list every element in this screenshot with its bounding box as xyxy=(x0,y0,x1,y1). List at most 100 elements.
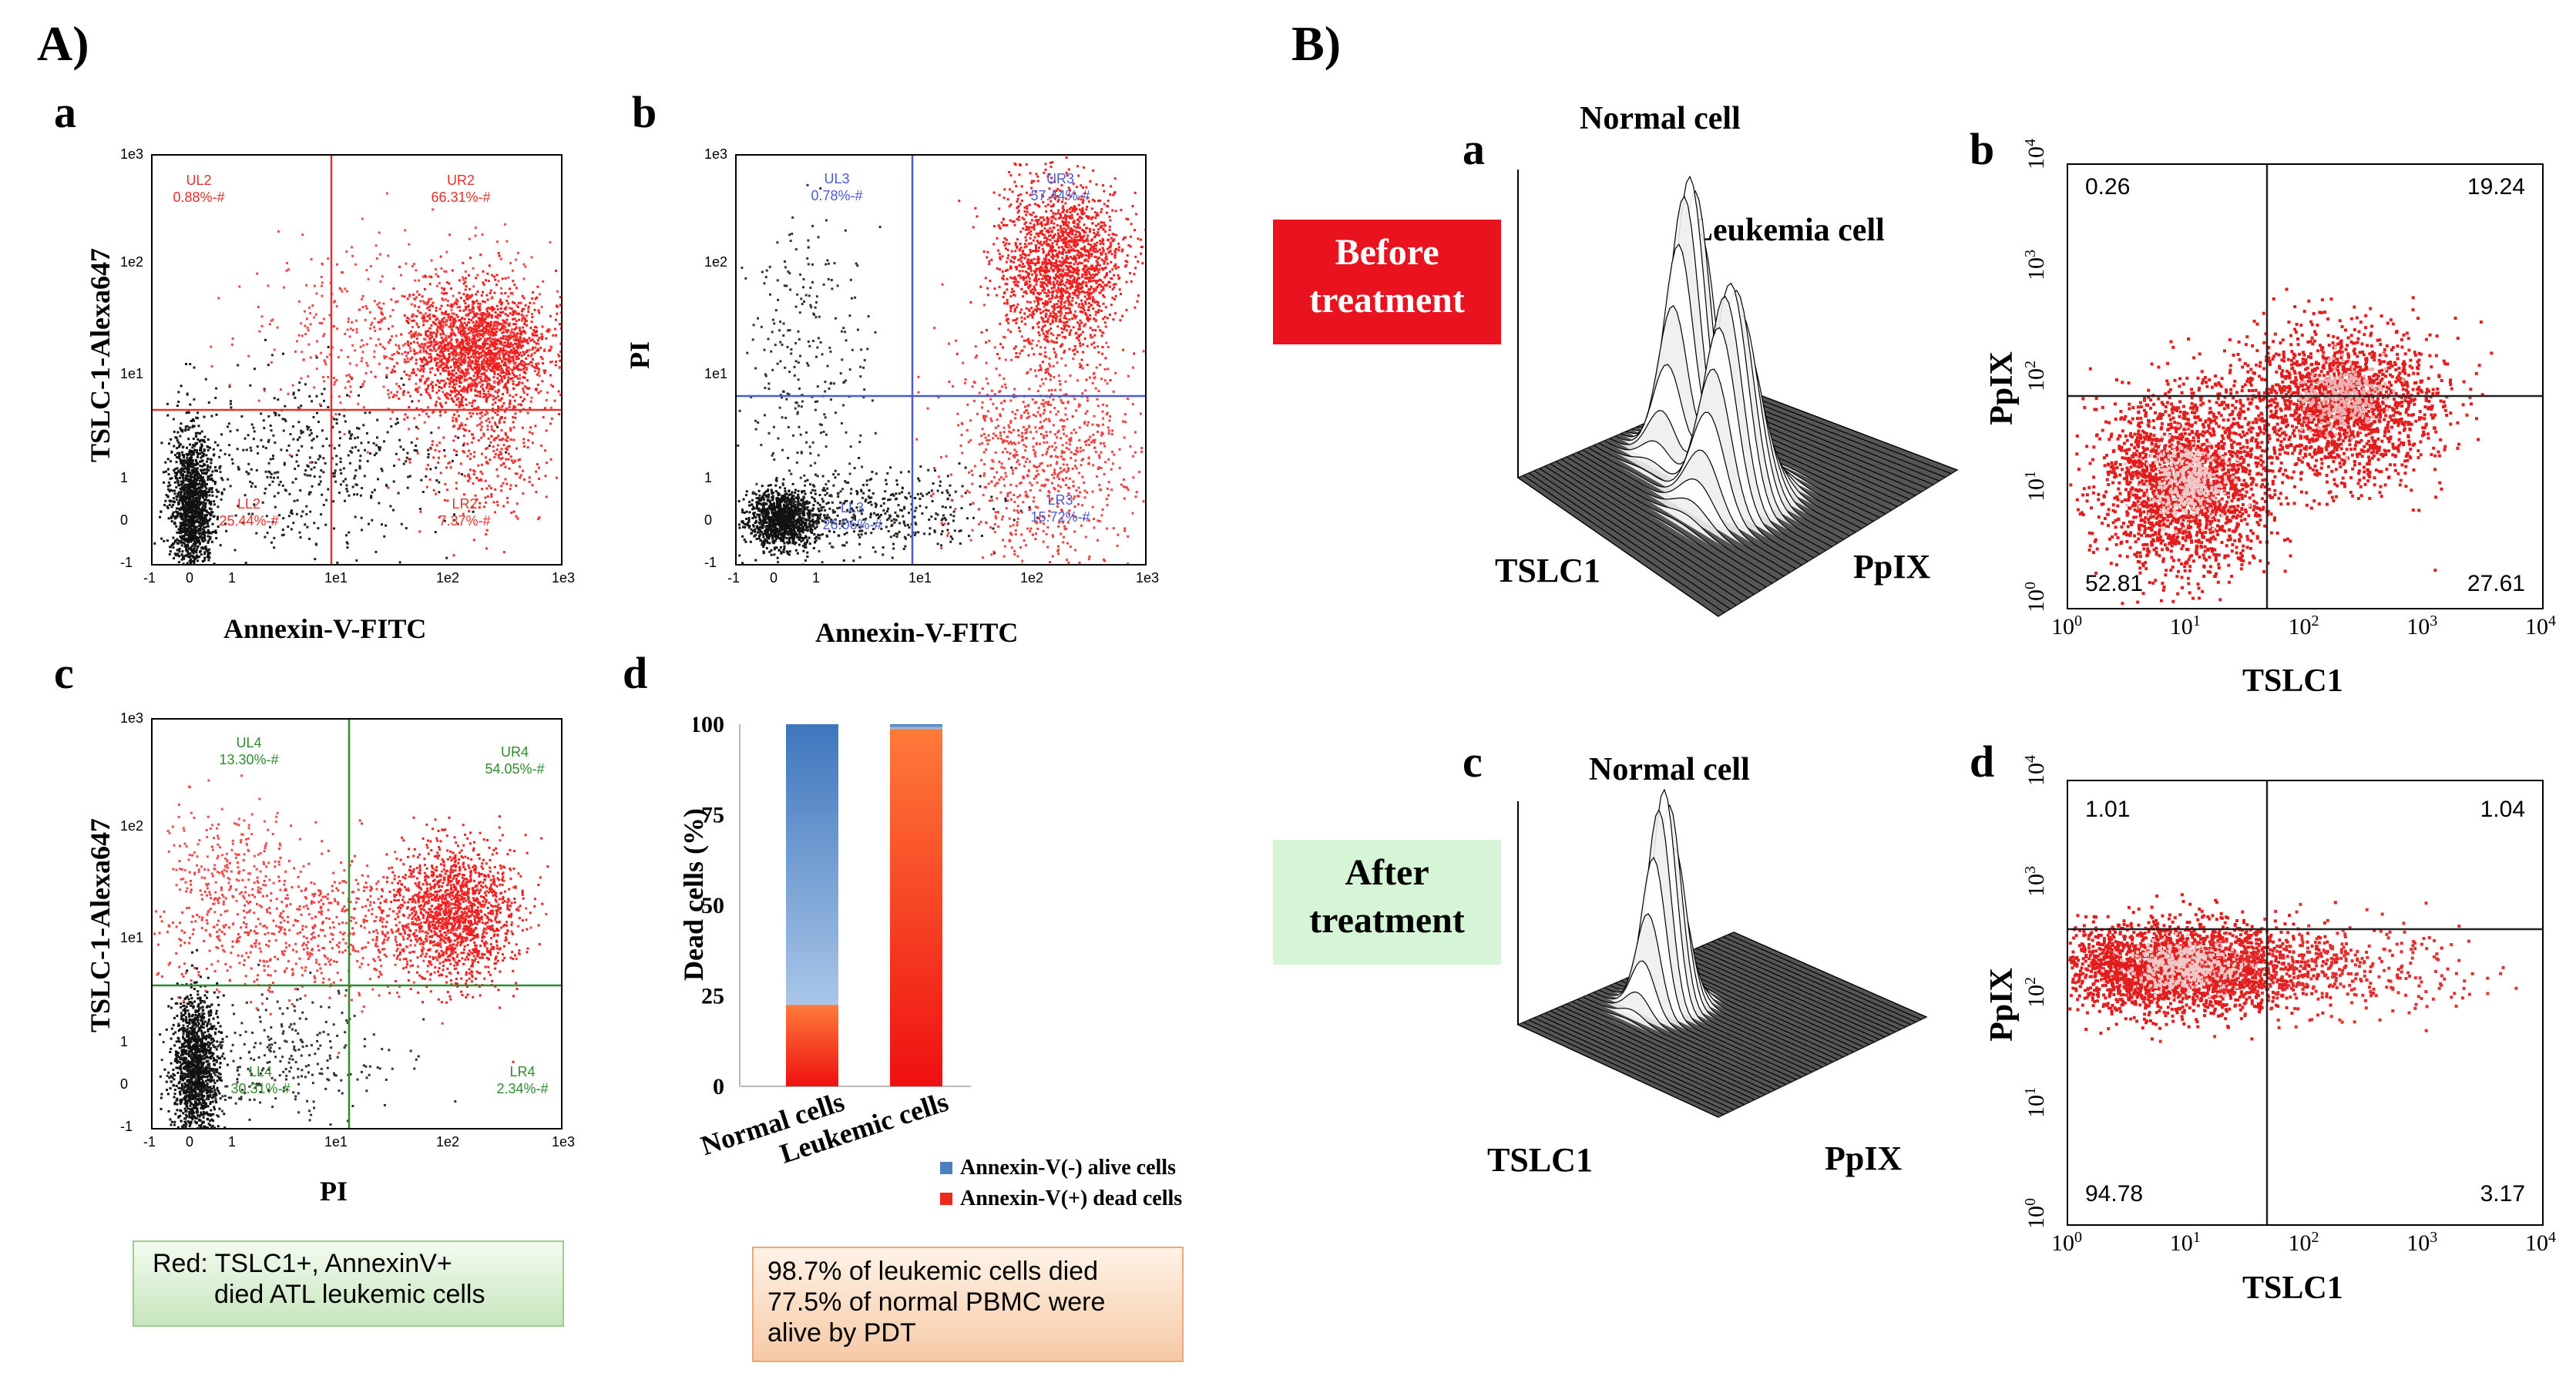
before-line2: treatment xyxy=(1273,277,1501,324)
log-ytick-label: 103 xyxy=(2022,250,2050,280)
log-xtick-label: 102 xyxy=(2289,613,2319,640)
note-orange-line2: 77.5% of normal PBMC were xyxy=(767,1287,1168,1317)
panel-bd-scatter xyxy=(2068,781,2542,1224)
before-line1: Before xyxy=(1273,229,1501,277)
ytick-label: 1e3 xyxy=(120,710,143,727)
xtick-label: 1e3 xyxy=(552,1134,575,1150)
note-green: Red: TSLC1+, AnnexinV+ died ATL leukemic… xyxy=(133,1240,564,1327)
svg-text:25.44%-#: 25.44%-# xyxy=(219,513,278,529)
ytick-label: 0 xyxy=(120,512,128,529)
log-xtick-label: 104 xyxy=(2525,1229,2556,1257)
log-ytick-label: 102 xyxy=(2022,977,2050,1008)
panel-b-letter: b xyxy=(632,86,657,138)
panel-bb-scatter xyxy=(2068,165,2542,608)
after-line1: After xyxy=(1273,849,1501,897)
panel-bc-3d-histogram xyxy=(1516,788,1928,1118)
bar-ytick-label: 75 xyxy=(701,803,724,828)
panel-ba-peak2: Leukemia cell xyxy=(1691,212,1885,249)
svg-text:LL2: LL2 xyxy=(237,496,260,512)
svg-text:UR2: UR2 xyxy=(447,173,475,188)
xtick-label: 1 xyxy=(228,570,236,586)
panel-bd-xlabel: TSLC1 xyxy=(2242,1270,2343,1307)
panel-bd-ur: 1.04 xyxy=(2480,797,2525,823)
flow-plot-c: UL4 13.30%-# UR4 54.05%-# LL4 30.31%-# LR4 2.34… xyxy=(151,718,563,1130)
after-line2: treatment xyxy=(1273,897,1501,945)
panel-d-letter: d xyxy=(623,647,647,699)
xtick-label: 1e3 xyxy=(552,570,575,586)
panel-bb-ul: 0.26 xyxy=(2085,174,2130,200)
panel-bd-plot: 1.01 1.04 94.78 3.17 xyxy=(2067,780,2544,1226)
ytick-label: 1e3 xyxy=(120,146,143,163)
flow-plot-c-ylabel: TSLC-1-Alexa647 xyxy=(84,771,116,1079)
bar-ytick-label: 100 xyxy=(694,712,724,737)
xtick-label: 1e1 xyxy=(324,1134,348,1150)
panel-bb-ll: 52.81 xyxy=(2085,571,2143,597)
panel-bb-ur: 19.24 xyxy=(2467,174,2525,200)
bar-alive xyxy=(786,724,838,1005)
bar-alive xyxy=(890,724,942,730)
flow-plot-a-xlabel: Annexin-V-FITC xyxy=(223,613,426,645)
xtick-label: 1e1 xyxy=(908,570,932,586)
xtick-label: -1 xyxy=(143,570,156,586)
ytick-label: 0 xyxy=(704,512,712,529)
ytick-label: -1 xyxy=(120,1119,133,1135)
xtick-label: 1e2 xyxy=(436,570,459,586)
svg-text:0.88%-#: 0.88%-# xyxy=(173,190,224,205)
xtick-label: 0 xyxy=(186,1134,193,1150)
xtick-label: 1 xyxy=(228,1134,236,1150)
panel-bd-letter: d xyxy=(1970,736,1994,787)
log-ytick-label: 104 xyxy=(2022,139,2050,170)
section-b-label: B) xyxy=(1291,15,1341,72)
xtick-label: 1e2 xyxy=(1020,570,1043,586)
svg-text:66.31%-#: 66.31%-# xyxy=(431,190,490,205)
panel-a-letter: a xyxy=(54,86,76,138)
log-xtick-label: 101 xyxy=(2170,1229,2201,1257)
xtick-label: 1 xyxy=(812,570,820,586)
panel-bc-peak1: Normal cell xyxy=(1589,751,1750,788)
flow-plot-c-xlabel: PI xyxy=(320,1175,348,1207)
legend-swatch-alive xyxy=(940,1162,952,1174)
before-treatment-badge: Before treatment xyxy=(1273,220,1501,344)
ytick-label: 1e1 xyxy=(704,366,727,382)
legend-swatch-dead xyxy=(940,1193,952,1205)
panel-bc-letter: c xyxy=(1463,736,1483,787)
panel-bd-ll: 94.78 xyxy=(2085,1181,2143,1207)
panel-bb-ylabel: PpIX xyxy=(1983,351,2020,425)
svg-text:LR2: LR2 xyxy=(452,496,477,512)
ytick-label: 1e1 xyxy=(120,366,143,382)
panel-ba-yaxis: PpIX xyxy=(1853,547,1930,586)
flow-plot-b-ylabel: PI xyxy=(623,341,656,369)
ytick-label: 1e2 xyxy=(120,818,143,834)
flow-plot-b: UL3 0.78%-# UR3 57.44%-# LL3 26.06%-# LR3 15.72… xyxy=(735,154,1147,566)
note-green-line1: Red: TSLC1+, AnnexinV+ xyxy=(145,1248,552,1279)
log-xtick-label: 102 xyxy=(2289,1229,2319,1257)
flow-plot-a-ylabel: TSLC-1-Alexa647 xyxy=(84,201,116,509)
panel-ba-3d-histogram xyxy=(1516,170,1959,617)
ytick-label: 1e2 xyxy=(704,254,727,270)
panel-bb-plot: 0.26 19.24 52.81 27.61 xyxy=(2067,163,2544,609)
legend-label-alive: Annexin-V(-) alive cells xyxy=(960,1156,1176,1180)
log-ytick-label: 101 xyxy=(2022,471,2050,502)
legend-label-dead: Annexin-V(+) dead cells xyxy=(960,1187,1182,1211)
bar-ytick-label: 50 xyxy=(701,893,724,918)
log-xtick-label: 100 xyxy=(2051,613,2082,640)
legend-item-alive: Annexin-V(-) alive cells xyxy=(940,1156,1182,1180)
flow-plot-b-xlabel: Annexin-V-FITC xyxy=(815,616,1018,649)
panel-c-letter: c xyxy=(54,647,74,699)
panel-bd-ylabel: PpIX xyxy=(1983,968,2020,1042)
log-xtick-label: 101 xyxy=(2170,613,2201,640)
xtick-label: 1e2 xyxy=(436,1134,459,1150)
svg-text:7.37%-#: 7.37%-# xyxy=(438,513,490,529)
log-ytick-label: 100 xyxy=(2022,582,2050,613)
log-ytick-label: 104 xyxy=(2022,755,2050,786)
flow-plot-b-scatter: UL30.78%-#UR357.44%-#LL326.06%-#LR315.72… xyxy=(737,156,1145,564)
ytick-label: 0 xyxy=(120,1076,128,1093)
ytick-label: 1e3 xyxy=(704,146,727,163)
note-green-line2: died ATL leukemic cells xyxy=(145,1279,552,1310)
panel-bc-xaxis: TSLC1 xyxy=(1487,1140,1593,1180)
ytick-label: 1 xyxy=(120,470,128,486)
log-xtick-label: 104 xyxy=(2525,613,2556,640)
legend-item-dead: Annexin-V(+) dead cells xyxy=(940,1187,1182,1211)
